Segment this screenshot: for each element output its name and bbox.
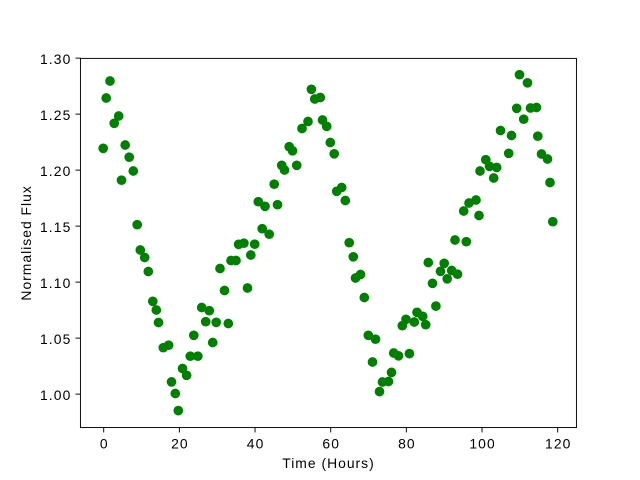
- svg-text:120: 120: [545, 435, 571, 451]
- svg-text:1.30: 1.30: [40, 51, 71, 67]
- svg-text:1.25: 1.25: [40, 107, 71, 123]
- svg-text:40: 40: [247, 435, 265, 451]
- svg-text:1.15: 1.15: [40, 219, 71, 235]
- svg-text:80: 80: [398, 435, 416, 451]
- svg-text:0: 0: [100, 435, 109, 451]
- svg-text:20: 20: [171, 435, 189, 451]
- svg-text:100: 100: [469, 435, 495, 451]
- svg-text:Time (Hours): Time (Hours): [282, 455, 375, 471]
- svg-text:1.05: 1.05: [40, 331, 71, 347]
- svg-text:Normalised Flux: Normalised Flux: [18, 185, 34, 300]
- svg-text:1.20: 1.20: [40, 163, 71, 179]
- svg-text:1.10: 1.10: [40, 275, 71, 291]
- svg-text:60: 60: [322, 435, 340, 451]
- svg-text:1.00: 1.00: [40, 387, 71, 403]
